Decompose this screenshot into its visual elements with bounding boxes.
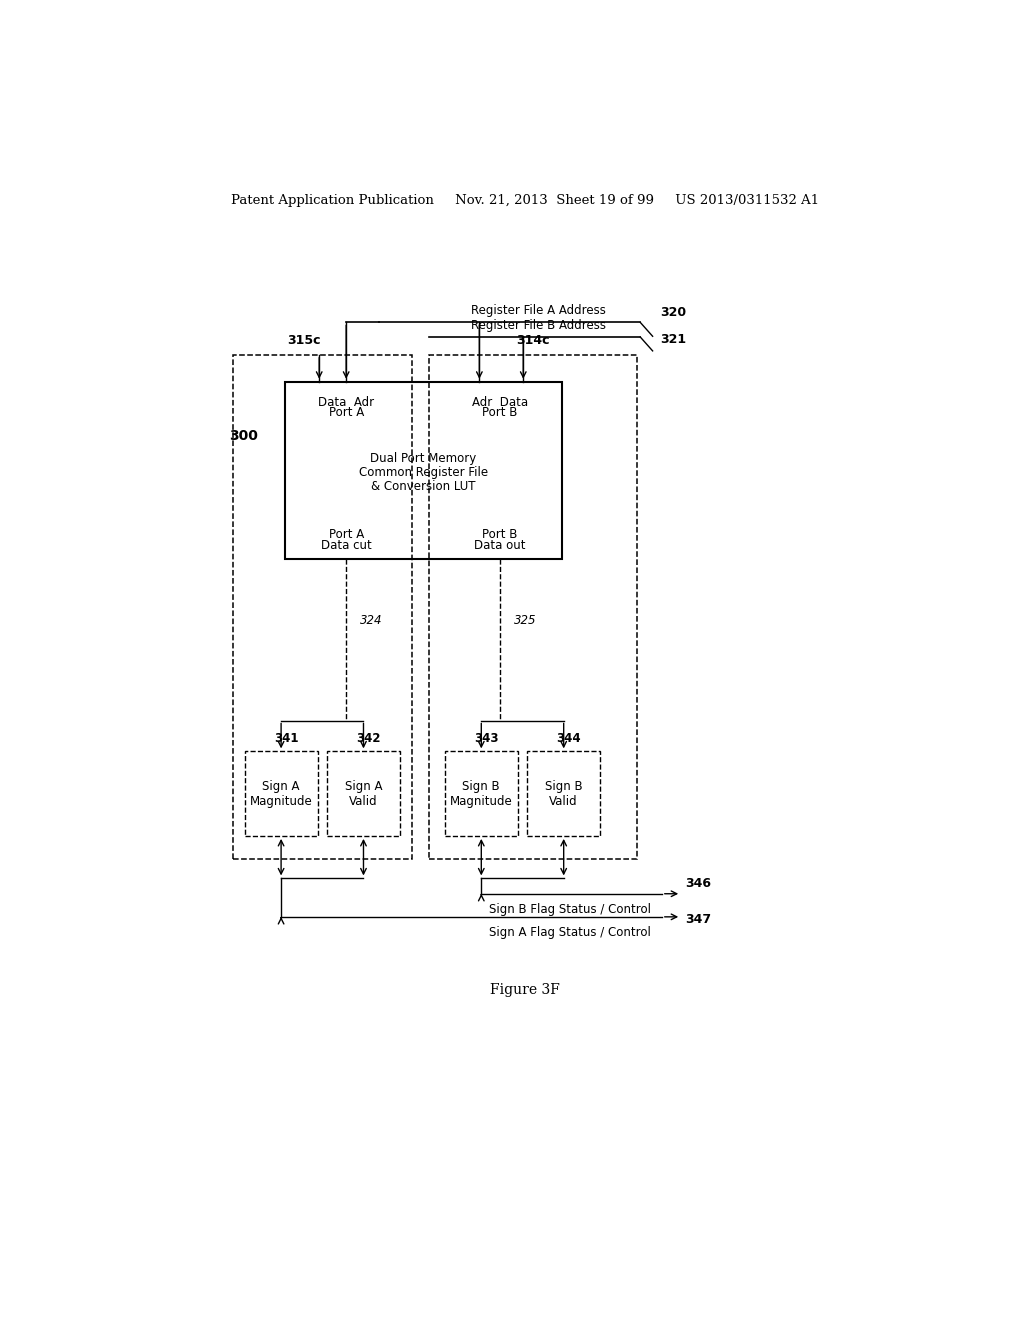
Text: Sign A
Magnitude: Sign A Magnitude: [250, 780, 312, 808]
Text: Data out: Data out: [474, 539, 526, 552]
Bar: [429, 355, 637, 859]
Text: 314c: 314c: [516, 334, 550, 347]
Text: & Conversion LUT: & Conversion LUT: [371, 480, 475, 492]
Text: Port A: Port A: [329, 407, 364, 420]
Text: 325: 325: [514, 614, 537, 627]
Text: 343: 343: [474, 733, 499, 744]
Text: 344: 344: [556, 733, 581, 744]
Text: Data cut: Data cut: [321, 539, 372, 552]
Text: 347: 347: [685, 913, 711, 927]
Text: 341: 341: [273, 733, 298, 744]
Text: Port B: Port B: [482, 528, 518, 541]
Text: 324: 324: [360, 614, 383, 627]
Text: Register File B Address: Register File B Address: [471, 318, 605, 331]
Text: Figure 3F: Figure 3F: [489, 983, 560, 997]
Bar: [444, 751, 518, 836]
Text: Sign B
Magnitude: Sign B Magnitude: [450, 780, 513, 808]
Bar: [285, 381, 562, 558]
Text: 346: 346: [685, 876, 711, 890]
Bar: [233, 355, 412, 859]
Text: Common Register File: Common Register File: [358, 466, 487, 479]
Text: Sign B
Valid: Sign B Valid: [545, 780, 583, 808]
Text: Sign A Flag Status / Control: Sign A Flag Status / Control: [489, 927, 651, 939]
Bar: [245, 751, 317, 836]
Text: Patent Application Publication     Nov. 21, 2013  Sheet 19 of 99     US 2013/031: Patent Application Publication Nov. 21, …: [230, 194, 819, 207]
Text: Port A: Port A: [329, 528, 364, 541]
Text: Dual Port Memory: Dual Port Memory: [370, 453, 476, 465]
Text: Sign A
Valid: Sign A Valid: [345, 780, 382, 808]
Text: 315c: 315c: [287, 334, 321, 347]
Text: 300: 300: [228, 429, 258, 442]
Text: 320: 320: [660, 305, 686, 318]
Text: 321: 321: [660, 333, 686, 346]
Text: Data  Adr: Data Adr: [318, 396, 374, 409]
Bar: [327, 751, 400, 836]
Text: Register File A Address: Register File A Address: [471, 304, 605, 317]
Text: Adr  Data: Adr Data: [472, 396, 528, 409]
Bar: [527, 751, 600, 836]
Text: 342: 342: [356, 733, 381, 744]
Text: Port B: Port B: [482, 407, 518, 420]
Text: Sign B Flag Status / Control: Sign B Flag Status / Control: [489, 903, 651, 916]
